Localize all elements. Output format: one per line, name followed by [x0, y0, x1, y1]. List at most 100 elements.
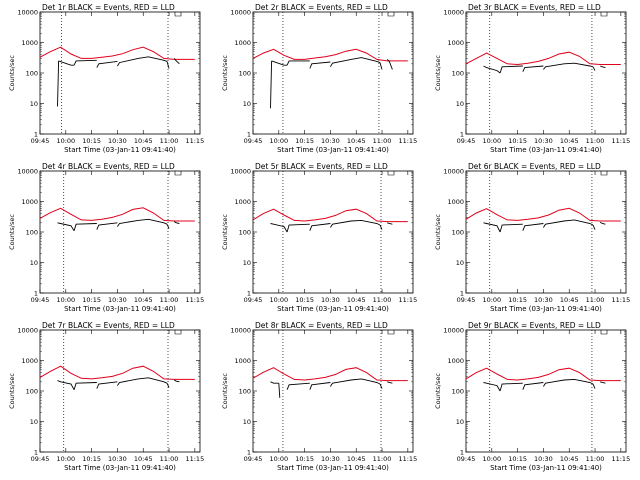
panel-title: Det 3r BLACK = Events, RED = LLD — [468, 3, 601, 12]
black-events-line — [166, 61, 170, 69]
black-events-line — [379, 224, 383, 230]
y-tick-label: 10 — [30, 418, 38, 426]
plot-frame — [39, 11, 201, 135]
black-events-line — [173, 379, 180, 383]
black-events-line — [57, 380, 75, 390]
y-tick-label: 10000 — [17, 168, 38, 176]
y-tick-label: 10000 — [443, 9, 464, 17]
x-tick-label: 10:30 — [321, 455, 340, 463]
x-tick-label: 10:00 — [56, 137, 75, 145]
y-axis-label: Counts/sec — [8, 55, 16, 91]
x-tick-label: 11:00 — [160, 455, 179, 463]
black-events-line — [271, 60, 288, 66]
y-axis-label: Counts/sec — [8, 373, 16, 409]
black-events-line — [117, 218, 168, 227]
x-tick-label: 11:15 — [611, 296, 630, 304]
y-axis-label: Counts/sec — [434, 55, 442, 91]
red-lld-line — [252, 48, 408, 62]
black-events-line — [379, 383, 383, 389]
x-tick-label: 10:15 — [295, 137, 314, 145]
x-tick-label: 10:00 — [482, 137, 501, 145]
x-tick-label: 10:00 — [56, 296, 75, 304]
y-tick-label: 1 — [34, 449, 38, 457]
y-tick-label: 10000 — [443, 327, 464, 335]
x-tick-label: 10:45 — [560, 296, 579, 304]
panel-title: Det 7r BLACK = Events, RED = LLD — [42, 321, 175, 330]
y-tick-label: 10 — [30, 100, 38, 108]
detector-panel-3: Det 3r BLACK = Events, RED = LLD 1 10 100 10… — [434, 3, 630, 154]
y-tick-label: 1000 — [21, 198, 38, 206]
detector-panel-8: Det 8r BLACK = Events, RED = LLD 1 10 100 10… — [221, 321, 417, 472]
y-tick-label: 1000 — [234, 198, 251, 206]
detector-panel-7: Det 7r BLACK = Events, RED = LLD 1 10 100 10… — [8, 321, 204, 472]
x-tick-label: 10:30 — [321, 137, 340, 145]
time-marker — [174, 330, 182, 335]
plot-frame — [252, 170, 414, 294]
x-tick-label: 09:45 — [31, 296, 50, 304]
y-tick-label: 10000 — [17, 327, 38, 335]
black-events-line — [173, 221, 180, 224]
time-marker — [387, 12, 395, 17]
x-tick-label: 10:15 — [508, 296, 527, 304]
black-events-line — [73, 59, 97, 66]
black-events-line — [499, 65, 523, 74]
black-events-line — [309, 61, 331, 69]
black-events-line — [386, 59, 393, 70]
y-tick-label: 10000 — [17, 9, 38, 17]
black-events-line — [278, 383, 281, 398]
black-events-line — [522, 65, 544, 72]
x-tick-label: 11:15 — [185, 455, 204, 463]
x-tick-label: 10:00 — [56, 455, 75, 463]
x-tick-label: 10:15 — [295, 455, 314, 463]
black-events-line — [309, 223, 331, 231]
black-events-line — [57, 222, 75, 231]
red-lld-line — [39, 365, 195, 380]
black-events-line — [270, 223, 288, 233]
y-tick-label: 10 — [243, 418, 251, 426]
x-tick-label: 11:00 — [586, 455, 605, 463]
x-tick-label: 11:00 — [160, 296, 179, 304]
x-tick-label: 10:15 — [295, 296, 314, 304]
y-tick-label: 100 — [26, 70, 38, 78]
y-tick-label: 10 — [456, 100, 464, 108]
red-lld-line — [465, 207, 621, 222]
y-tick-label: 1000 — [234, 39, 251, 47]
panel-title: Det 9r BLACK = Events, RED = LLD — [468, 321, 601, 330]
panel-title: Det 1r BLACK = Events, RED = LLD — [42, 3, 175, 12]
x-axis-label: Start Time (03-Jan-11 09:41:40) — [64, 146, 176, 154]
plot-frame — [252, 329, 414, 453]
black-events-line — [58, 60, 75, 66]
black-events-line — [592, 383, 596, 389]
y-tick-label: 1 — [460, 449, 464, 457]
black-events-line — [96, 381, 118, 389]
time-marker — [600, 171, 608, 176]
panel-title: Det 4r BLACK = Events, RED = LLD — [42, 162, 175, 171]
x-tick-label: 09:45 — [457, 137, 476, 145]
plot-frame — [252, 11, 414, 135]
y-axis-label: Counts/sec — [8, 214, 16, 250]
x-tick-label: 09:45 — [31, 137, 50, 145]
black-events-line — [173, 58, 180, 65]
black-events-line — [309, 382, 331, 390]
y-tick-label: 1 — [247, 131, 251, 139]
black-events-line — [387, 222, 393, 225]
black-events-line — [166, 383, 170, 388]
y-tick-label: 1000 — [447, 357, 464, 365]
x-tick-label: 10:00 — [269, 455, 288, 463]
x-tick-label: 10:15 — [508, 137, 527, 145]
black-events-line — [270, 60, 273, 109]
x-tick-label: 10:15 — [82, 137, 101, 145]
x-tick-label: 09:45 — [244, 137, 263, 145]
x-axis-label: Start Time (03-Jan-11 09:41:40) — [490, 464, 602, 472]
y-tick-label: 1000 — [234, 357, 251, 365]
x-tick-label: 11:15 — [185, 137, 204, 145]
x-tick-label: 10:30 — [534, 137, 553, 145]
black-events-line — [166, 224, 170, 229]
x-tick-label: 10:00 — [482, 455, 501, 463]
x-tick-label: 10:45 — [134, 455, 153, 463]
black-events-line — [330, 378, 381, 387]
x-tick-label: 10:45 — [134, 137, 153, 145]
y-tick-label: 100 — [26, 388, 38, 396]
x-tick-label: 11:00 — [373, 296, 392, 304]
detector-panel-5: Det 5r BLACK = Events, RED = LLD 1 10 100 10… — [221, 162, 417, 313]
